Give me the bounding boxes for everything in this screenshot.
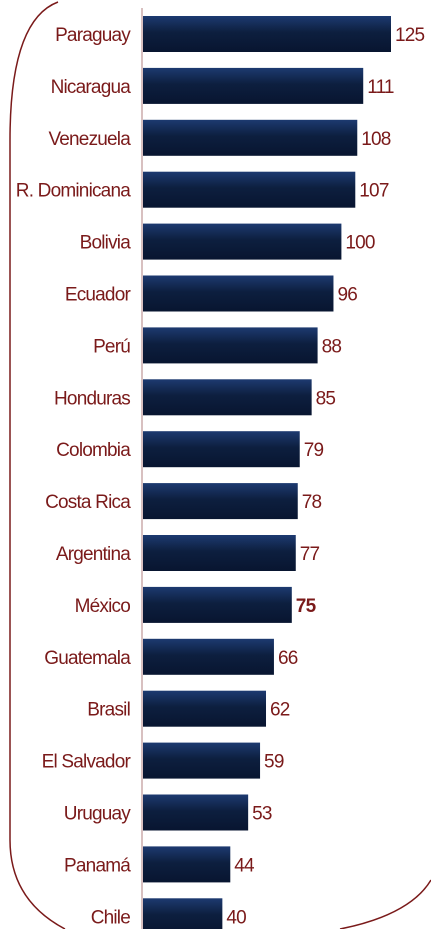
- category-label-panama: Panamá: [64, 855, 131, 876]
- value-label-ecuador: 96: [337, 285, 357, 306]
- value-label-uruguay: 53: [252, 804, 272, 825]
- bar-paraguay: [143, 16, 391, 52]
- category-label-brasil: Brasil: [87, 700, 130, 721]
- bar-r-dominicana: [143, 171, 356, 208]
- category-label-nicaragua: Nicaragua: [51, 77, 132, 98]
- value-label-peru: 88: [322, 336, 342, 357]
- bar-chile: [143, 898, 223, 929]
- category-label-colombia: Colombia: [56, 440, 131, 461]
- bar-costa-rica: [143, 483, 298, 520]
- category-label-guatemala: Guatemala: [44, 648, 131, 669]
- frame-border: [9, 1, 66, 929]
- category-label-honduras: Honduras: [54, 388, 130, 409]
- category-label-bolivia: Bolivia: [80, 233, 132, 254]
- value-label-nicaragua: 111: [367, 77, 394, 98]
- category-label-uruguay: Uruguay: [64, 804, 132, 825]
- category-label-peru: Perú: [93, 336, 130, 357]
- bar-honduras: [143, 379, 312, 416]
- category-label-el-salvador: El Salvador: [42, 752, 132, 773]
- value-label-panama: 44: [234, 855, 255, 876]
- value-label-honduras: 85: [316, 388, 336, 409]
- value-label-argentina: 77: [300, 544, 320, 565]
- bar-panama: [143, 846, 231, 883]
- bar-mexico: [143, 586, 292, 623]
- category-label-argentina: Argentina: [56, 544, 131, 565]
- value-label-guatemala: 66: [278, 648, 298, 669]
- bar-nicaragua: [143, 67, 364, 104]
- category-label-chile: Chile: [91, 907, 131, 928]
- category-label-ecuador: Ecuador: [65, 285, 132, 306]
- frame-border-bottom: [339, 879, 431, 929]
- bar-peru: [143, 327, 318, 364]
- value-label-paraguay: 125: [395, 25, 425, 46]
- category-label-mexico: México: [75, 596, 131, 617]
- bar-uruguay: [143, 794, 249, 831]
- value-label-venezuela: 108: [361, 129, 391, 150]
- category-label-r-dominicana: R. Dominicana: [16, 181, 131, 202]
- bars-group: Paraguay 125 Nicaragua 111 Venezuela 108 R. Do…: [16, 16, 425, 929]
- bar-colombia: [143, 431, 300, 468]
- category-label-costa-rica: Costa Rica: [45, 492, 131, 513]
- bar-argentina: [143, 535, 296, 571]
- bar-ecuador: [143, 275, 334, 312]
- value-label-mexico: 75: [296, 596, 317, 617]
- value-label-bolivia: 100: [345, 233, 375, 254]
- value-label-el-salvador: 59: [264, 752, 284, 773]
- value-label-chile: 40: [226, 907, 246, 928]
- value-label-colombia: 79: [304, 440, 324, 461]
- bar-brasil: [143, 690, 267, 727]
- category-label-paraguay: Paraguay: [55, 25, 131, 46]
- bar-venezuela: [143, 119, 358, 156]
- value-label-r-dominicana: 107: [359, 181, 389, 202]
- value-label-brasil: 62: [270, 700, 290, 721]
- bar-guatemala: [143, 638, 274, 675]
- category-label-venezuela: Venezuela: [48, 129, 131, 150]
- value-label-costa-rica: 78: [302, 492, 322, 513]
- bar-el-salvador: [143, 742, 261, 779]
- bar-bolivia: [143, 223, 342, 260]
